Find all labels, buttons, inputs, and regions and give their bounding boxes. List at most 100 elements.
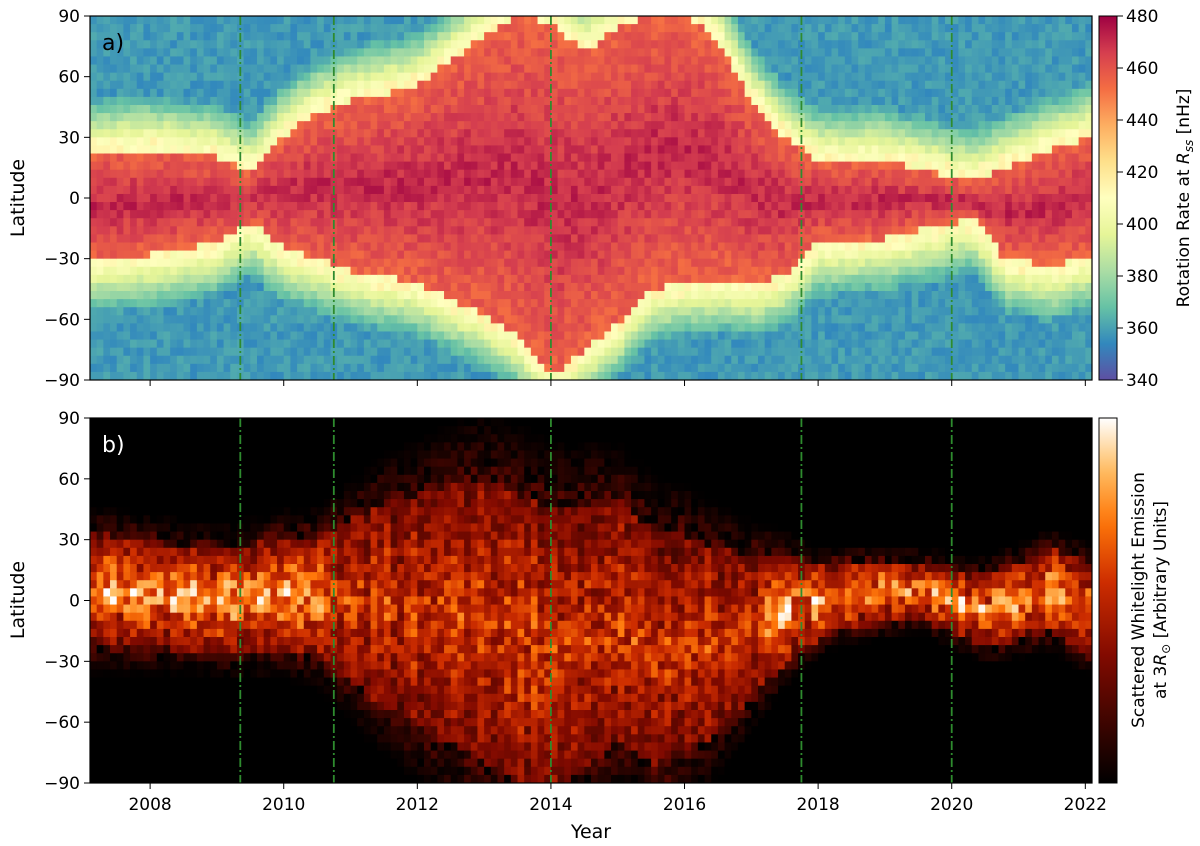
heatmap-cell	[577, 266, 585, 276]
heatmap-cell	[417, 96, 425, 106]
heatmap-cell	[437, 258, 445, 268]
heatmap-cell	[283, 48, 291, 58]
heatmap-cell	[611, 363, 619, 373]
heatmap-cell	[270, 169, 278, 179]
heatmap-cell	[150, 242, 158, 252]
heatmap-cell	[303, 339, 312, 349]
heatmap-cell	[530, 347, 539, 357]
heatmap-cell	[270, 96, 278, 106]
heatmap-cell	[737, 234, 746, 244]
heatmap-cell	[597, 363, 605, 373]
heatmap-cell	[584, 242, 592, 252]
heatmap-cell	[250, 48, 258, 58]
heatmap-cell	[484, 193, 492, 203]
heatmap-cell	[143, 137, 151, 147]
heatmap-cell	[804, 88, 813, 98]
heatmap-cell	[303, 169, 312, 179]
heatmap-cell	[664, 113, 672, 122]
heatmap-cell	[691, 331, 699, 341]
heatmap-cell	[216, 291, 225, 300]
heatmap-cell	[110, 48, 118, 58]
heatmap-cell	[150, 177, 158, 187]
heatmap-cell	[123, 339, 131, 349]
heatmap-cell	[664, 323, 672, 333]
heatmap-cell	[297, 274, 305, 284]
heatmap-cell	[103, 145, 111, 155]
heatmap-cell	[450, 226, 458, 235]
heatmap-cell	[357, 153, 365, 163]
heatmap-cell	[778, 153, 786, 163]
heatmap-cell	[684, 226, 692, 235]
heatmap-cell	[517, 331, 525, 341]
heatmap-cell	[737, 121, 746, 130]
heatmap-cell	[250, 226, 258, 235]
heatmap-cell	[617, 218, 625, 227]
heatmap-cell	[163, 72, 171, 82]
heatmap-cell	[717, 121, 726, 130]
heatmap-cell	[143, 88, 151, 98]
heatmap-cell	[497, 347, 505, 357]
heatmap-cell	[591, 16, 599, 25]
heatmap-cell	[250, 113, 258, 122]
heatmap-cell	[323, 185, 332, 195]
heatmap-cell	[257, 250, 265, 260]
heatmap-cell	[664, 299, 672, 308]
heatmap-cell	[357, 137, 365, 147]
heatmap-cell	[470, 32, 479, 41]
heatmap-cell	[517, 371, 525, 380]
heatmap-cell	[671, 218, 679, 227]
heatmap-cell	[103, 218, 111, 227]
heatmap-cell	[363, 242, 372, 252]
heatmap-cell	[216, 210, 225, 219]
heatmap-cell	[143, 104, 151, 114]
heatmap-cell	[778, 56, 786, 66]
heatmap-cell	[717, 371, 726, 380]
heatmap-cell	[677, 169, 686, 179]
heatmap-cell	[724, 234, 732, 244]
heatmap-cell	[350, 355, 358, 365]
heatmap-cell	[517, 250, 525, 260]
heatmap-cell	[784, 64, 792, 74]
heatmap-cell	[136, 153, 145, 163]
heatmap-cell	[130, 307, 138, 316]
heatmap-cell	[778, 104, 786, 114]
heatmap-cell	[223, 339, 231, 349]
heatmap-cell	[530, 153, 539, 163]
heatmap-cell	[818, 242, 826, 252]
heatmap-cell	[517, 64, 525, 74]
heatmap-cell	[537, 88, 545, 98]
heatmap-cell	[477, 185, 485, 195]
heatmap-cell	[824, 161, 833, 171]
heatmap-cell	[704, 16, 712, 25]
heatmap-cell	[363, 24, 372, 33]
heatmap-cell	[530, 282, 539, 292]
heatmap-cell	[230, 129, 238, 138]
heatmap-cell	[557, 153, 565, 163]
heatmap-cell	[671, 250, 679, 260]
heatmap-cell	[457, 129, 465, 138]
heatmap-cell	[564, 169, 572, 179]
heatmap-cell	[691, 113, 699, 122]
heatmap-cell	[824, 32, 833, 41]
heatmap-cell	[243, 282, 251, 292]
heatmap-cell	[317, 16, 325, 25]
heatmap-cell	[383, 24, 392, 33]
heatmap-cell	[651, 291, 659, 300]
heatmap-cell	[504, 48, 512, 58]
heatmap-cell	[116, 226, 124, 235]
heatmap-cell	[510, 96, 519, 106]
heatmap-cell	[564, 323, 572, 333]
heatmap-cell	[657, 274, 666, 284]
heatmap-cell	[591, 32, 599, 41]
heatmap-cell	[337, 161, 345, 171]
heatmap-cell	[484, 202, 492, 211]
heatmap-cell	[210, 153, 218, 163]
heatmap-cell	[236, 282, 245, 292]
heatmap-cell	[604, 193, 612, 203]
heatmap-cell	[437, 80, 445, 90]
heatmap-cell	[383, 242, 392, 252]
heatmap-cell	[550, 104, 559, 114]
heatmap-cell	[277, 96, 285, 106]
heatmap-cell	[510, 363, 519, 373]
heatmap-cell	[751, 339, 759, 349]
